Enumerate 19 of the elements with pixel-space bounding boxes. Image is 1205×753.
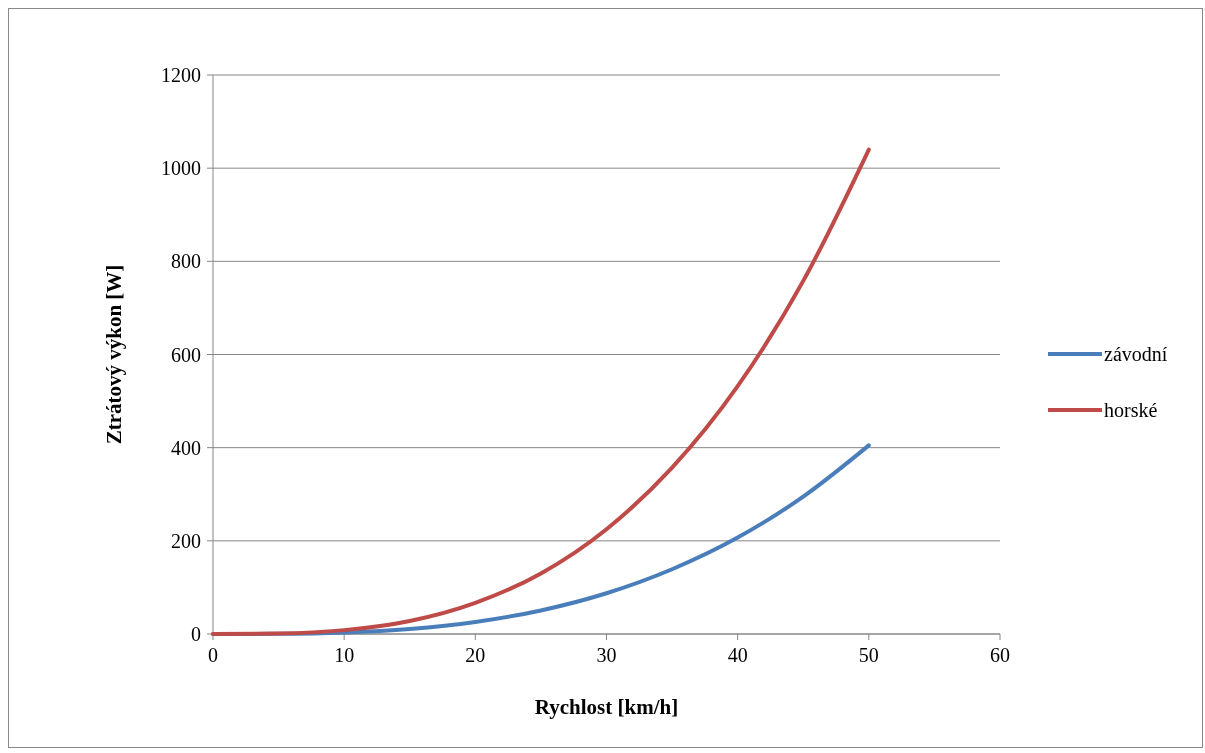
y-tick-label: 0 <box>191 623 201 645</box>
y-axis-title: Ztrátový výkon [W] <box>102 264 126 445</box>
x-tick-label: 50 <box>858 644 879 666</box>
y-tick-label: 1000 <box>161 157 201 180</box>
x-tick-label: 30 <box>596 644 617 666</box>
x-tick-label: 0 <box>208 644 218 666</box>
y-tick-label: 800 <box>171 250 201 273</box>
x-tick-label: 20 <box>465 644 486 666</box>
y-tick-label: 400 <box>171 436 201 459</box>
x-tick-label: 10 <box>334 644 355 666</box>
y-tick-label: 600 <box>171 343 201 366</box>
x-axis-title: Rychlost [km/h] <box>534 695 679 719</box>
legend-label: horské <box>1104 399 1158 421</box>
x-tick-label: 40 <box>727 644 748 666</box>
line-series <box>211 147 871 636</box>
y-tick-label: 200 <box>171 529 201 552</box>
x-tick-label: 60 <box>990 644 1010 666</box>
legend-label: závodní <box>1104 343 1168 365</box>
y-tick-label: 1200 <box>161 64 201 86</box>
